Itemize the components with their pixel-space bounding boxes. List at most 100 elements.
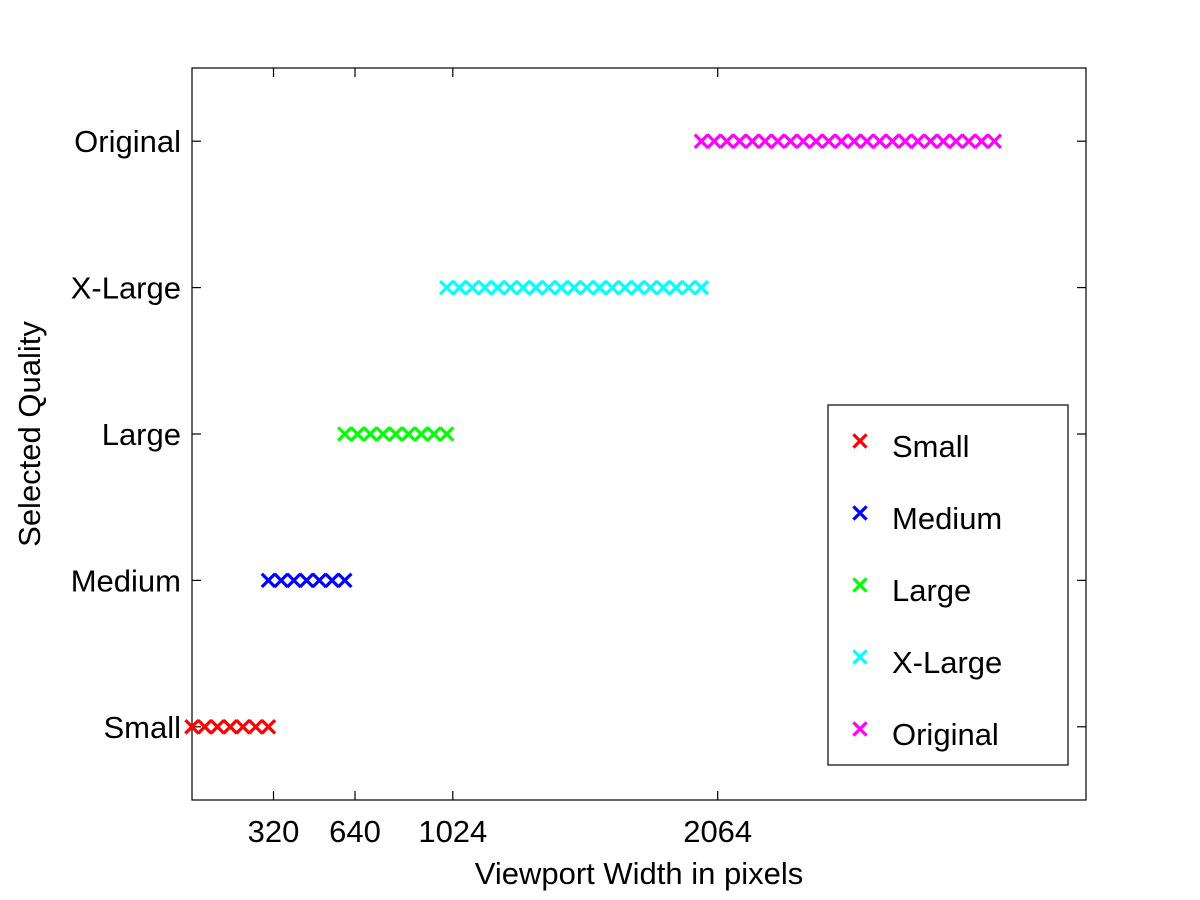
legend-marker [852, 433, 868, 449]
data-point [540, 279, 557, 296]
series-original [693, 133, 1003, 149]
data-point [247, 719, 264, 735]
y-tick-label: Medium [71, 563, 181, 598]
data-point [744, 133, 761, 149]
data-point [846, 133, 862, 149]
data-point [438, 426, 455, 442]
data-point [808, 133, 824, 149]
data-point [604, 279, 621, 296]
data-point [591, 279, 608, 296]
data-point [642, 279, 659, 296]
data-point [820, 133, 837, 149]
data-point [757, 133, 773, 149]
data-point [961, 133, 977, 149]
data-point [464, 279, 480, 296]
data-point [693, 279, 710, 296]
data-point [400, 426, 417, 442]
data-point [948, 133, 964, 149]
data-point [426, 426, 442, 442]
data-point [859, 133, 875, 149]
legend-label: Medium [892, 501, 1002, 536]
data-point [897, 133, 913, 149]
data-point [871, 133, 888, 149]
data-point [910, 133, 926, 149]
data-point [260, 572, 277, 589]
data-point [375, 426, 391, 442]
legend-label: Small [892, 429, 970, 464]
series-large [337, 426, 455, 442]
x-tick-label: 2064 [683, 814, 752, 849]
data-point [553, 279, 570, 296]
data-point [693, 133, 710, 149]
y-tick-label: Original [74, 124, 181, 159]
data-point [680, 279, 697, 296]
data-point [235, 719, 251, 735]
data-point [629, 279, 646, 296]
data-point [579, 279, 595, 296]
data-point [515, 279, 531, 296]
legend-box [827, 404, 1069, 766]
legend-label: Large [892, 573, 971, 608]
data-point [477, 279, 493, 296]
data-point [286, 572, 302, 589]
data-point [706, 133, 722, 149]
data-point [196, 719, 213, 735]
data-point [986, 133, 1003, 149]
data-point [184, 719, 200, 735]
data-point [566, 279, 582, 296]
data-point [922, 133, 939, 149]
data-point [617, 279, 633, 296]
data-point [337, 572, 353, 589]
x-axis: 320 640 1024 2064 [248, 68, 752, 849]
y-axis: Small Medium Large X-Large Original [71, 124, 1086, 745]
legend-label: X-Large [892, 645, 1002, 680]
data-point [528, 279, 544, 296]
data-point [298, 572, 315, 589]
legend: Small Medium Large X-Large Original [827, 404, 1069, 766]
data-point [387, 426, 404, 442]
x-tick-label: 320 [248, 814, 300, 849]
data-point [782, 133, 799, 149]
legend-marker [852, 577, 868, 593]
data-point [311, 572, 328, 589]
y-tick-label: Large [102, 417, 181, 452]
data-point [731, 133, 748, 149]
data-point [655, 279, 671, 296]
data-point [337, 426, 353, 442]
series-medium [260, 572, 353, 589]
legend-label: Original [892, 717, 999, 752]
data-point [884, 133, 901, 149]
series-x-large [438, 279, 710, 296]
legend-marker [852, 505, 868, 521]
data-point [209, 719, 226, 735]
data-point [362, 426, 379, 442]
data-point [413, 426, 429, 442]
data-point [222, 719, 238, 735]
data-point [668, 279, 684, 296]
data-point [451, 279, 468, 296]
data-point [795, 133, 812, 149]
data-series [184, 133, 1003, 735]
x-tick-label: 640 [329, 814, 381, 849]
data-point [260, 719, 277, 735]
data-point [324, 572, 340, 589]
data-point [833, 133, 850, 149]
legend-marker [852, 649, 868, 665]
data-point [349, 426, 366, 442]
x-axis-label: Viewport Width in pixels [475, 856, 804, 891]
data-point [973, 133, 990, 149]
data-point [273, 572, 289, 589]
series-small [184, 719, 277, 735]
data-point [502, 279, 519, 296]
data-point [438, 279, 455, 296]
data-point [935, 133, 952, 149]
x-tick-label: 1024 [418, 814, 487, 849]
legend-marker [852, 721, 868, 737]
data-point [770, 133, 786, 149]
y-tick-label: Small [103, 710, 181, 745]
y-tick-label: X-Large [71, 271, 181, 306]
data-point [489, 279, 506, 296]
data-point [719, 133, 735, 149]
y-axis-label: Selected Quality [12, 321, 47, 547]
